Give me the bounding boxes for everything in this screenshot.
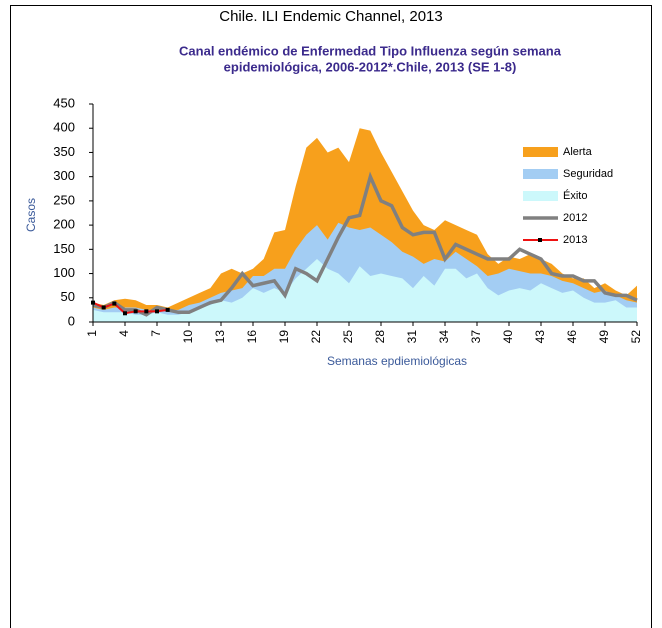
x-tick-label: 28 [373, 330, 387, 344]
y-tick-label: 300 [53, 168, 75, 183]
legend-label: 2013 [563, 234, 587, 246]
marker [165, 307, 170, 312]
legend-marker [538, 238, 542, 242]
x-tick-label: 34 [437, 330, 451, 344]
frame [10, 5, 652, 628]
y-tick-label: 150 [53, 241, 75, 256]
x-tick-label: 43 [533, 330, 547, 344]
x-tick-label: 4 [117, 330, 131, 337]
x-tick-label: 52 [629, 330, 643, 344]
y-axis-label: Casos [24, 198, 38, 232]
x-axis-label: Semanas epdiemiológicas [327, 354, 467, 368]
legend-swatch [523, 169, 558, 179]
y-tick-label: 0 [68, 313, 75, 328]
subtitle: epidemiológica, 2006-2012*.Chile, 2013 (… [224, 59, 517, 74]
y-tick-label: 200 [53, 217, 75, 232]
legend-label: Seguridad [563, 168, 613, 180]
title: Chile. ILI Endemic Channel, 2013 [219, 8, 442, 25]
area-2 [93, 259, 637, 322]
marker [155, 309, 159, 314]
y-tick-label: 100 [53, 265, 75, 280]
x-tick-label: 49 [597, 330, 611, 344]
y-tick-label: 400 [53, 120, 75, 135]
marker [101, 305, 106, 310]
marker [112, 301, 117, 306]
x-tick-label: 10 [181, 330, 195, 344]
x-tick-label: 1 [85, 330, 99, 337]
legend-swatch [523, 147, 558, 157]
x-tick-label: 40 [501, 330, 515, 344]
x-tick-label: 25 [341, 330, 355, 344]
subtitle: Canal endémico de Enfermedad Tipo Influe… [179, 43, 562, 58]
x-tick-label: 37 [469, 330, 483, 344]
legend-swatch [523, 191, 558, 201]
y-tick-label: 450 [53, 95, 75, 110]
x-tick-label: 22 [309, 330, 323, 344]
y-tick-label: 350 [53, 144, 75, 159]
x-tick-label: 31 [405, 330, 419, 344]
y-tick-label: 50 [61, 289, 75, 304]
x-tick-label: 16 [245, 330, 259, 344]
x-tick-label: 19 [277, 330, 291, 344]
x-tick-label: 13 [213, 330, 227, 344]
x-tick-label: 7 [149, 330, 163, 337]
marker [123, 311, 127, 316]
marker [144, 309, 149, 314]
legend-label: Éxito [563, 189, 587, 202]
line-3 [92, 171, 638, 317]
x-tick-label: 46 [565, 330, 579, 344]
legend-label: Alerta [563, 146, 593, 158]
marker [133, 309, 138, 314]
y-tick-label: 250 [53, 192, 75, 207]
legend-label: 2012 [563, 212, 587, 224]
